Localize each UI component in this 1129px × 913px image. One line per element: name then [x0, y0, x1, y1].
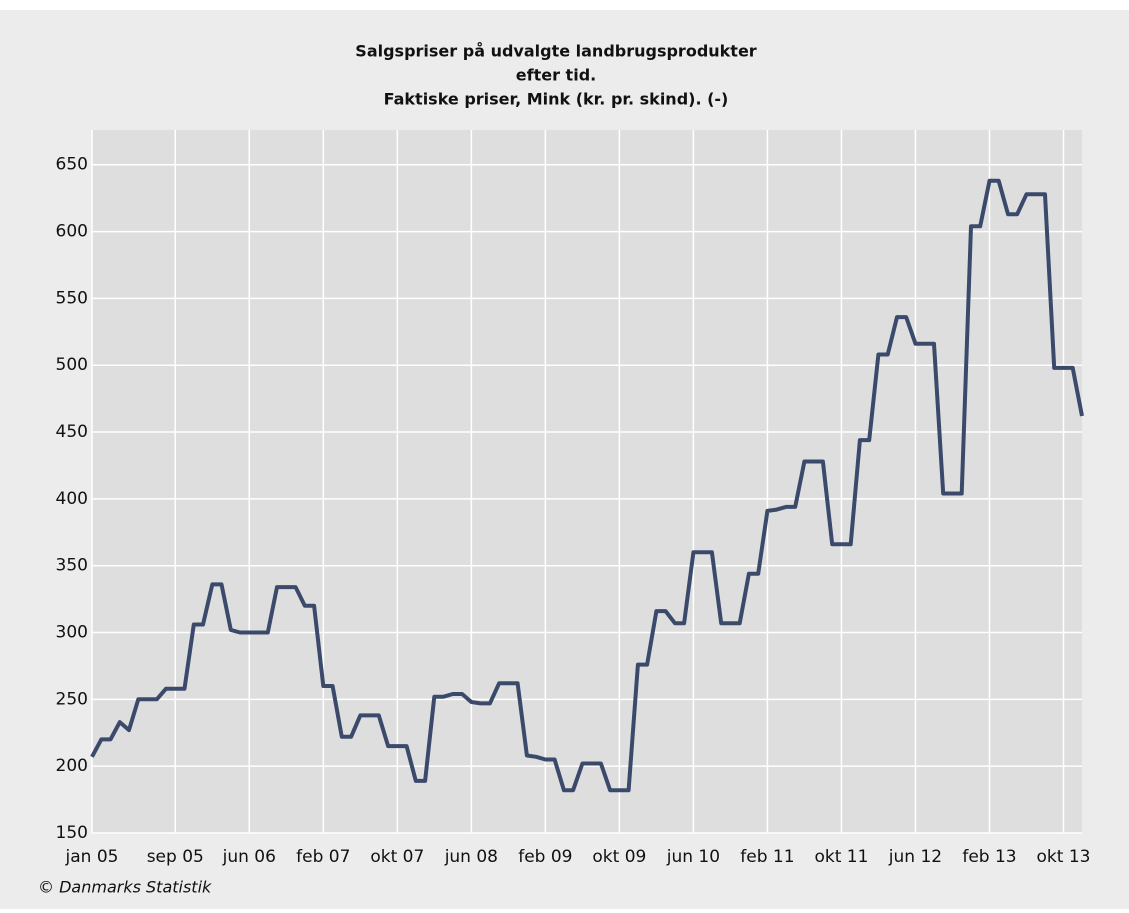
y-tick-label: 150	[56, 823, 88, 843]
y-tick-label: 400	[56, 489, 88, 509]
x-tick-label: feb 13	[962, 847, 1016, 867]
y-tick-label: 600	[56, 222, 88, 242]
x-tick-label: jun 08	[444, 847, 498, 867]
x-tick-label: sep 05	[147, 847, 204, 867]
x-tick-label: okt 09	[592, 847, 646, 867]
y-tick-label: 250	[56, 689, 88, 709]
x-tick-label: jun 10	[666, 847, 720, 867]
x-tick-label: jan 05	[65, 847, 119, 867]
x-tick-label: okt 07	[370, 847, 424, 867]
x-tick-label: feb 09	[518, 847, 572, 867]
y-tick-label: 650	[56, 155, 88, 175]
y-tick-label: 200	[56, 756, 88, 776]
plot-area	[92, 130, 1082, 833]
source: © Danmarks Statistik	[38, 878, 212, 897]
x-tick-label: jun 12	[888, 847, 942, 867]
x-tick-label: okt 13	[1037, 847, 1091, 867]
y-tick-label: 550	[56, 288, 88, 308]
chart-title: efter tid.	[516, 66, 596, 85]
y-tick-label: 350	[56, 556, 88, 576]
y-tick-label: 450	[56, 422, 88, 442]
x-tick-label: feb 11	[740, 847, 794, 867]
chart-title: Salgspriser på udvalgte landbrugsprodukt…	[355, 42, 757, 61]
x-tick-label: jun 06	[222, 847, 276, 867]
x-tick-label: feb 07	[296, 847, 350, 867]
data-line	[90, 178, 1084, 793]
x-tick-label: okt 11	[814, 847, 868, 867]
chart-title: Faktiske priser, Mink (kr. pr. skind). (…	[384, 90, 729, 109]
y-tick-label: 500	[56, 355, 88, 375]
y-tick-label: 300	[56, 623, 88, 643]
